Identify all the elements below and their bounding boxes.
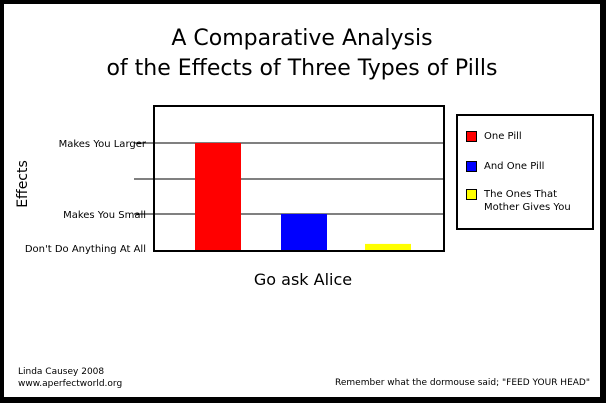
bar-1 (195, 143, 241, 251)
legend-swatch (466, 131, 477, 142)
chart-frame: A Comparative Analysis of the Effects of… (4, 4, 600, 397)
footer-website: www.aperfectworld.org (18, 379, 123, 389)
footer-quote: Remember what the dormouse said; "FEED Y… (335, 378, 590, 388)
legend-swatch (466, 189, 477, 200)
chart-title-line-1: A Comparative Analysis (171, 26, 433, 51)
x-axis-title: Go ask Alice (253, 270, 353, 289)
legend: One Pill And One Pill The Ones That Moth… (456, 114, 594, 230)
footer-author: Linda Causey 2008 (18, 367, 105, 377)
bar-2 (281, 214, 327, 251)
y-tick-label: Don't Do Anything At All (25, 244, 146, 255)
y-tick-label: Makes You Small (63, 210, 146, 221)
chart-title-line-2: of the Effects of Three Types of Pills (106, 56, 498, 81)
footer-credits: Linda Causey 2008 www.aperfectworld.org (18, 366, 122, 390)
bar-3 (365, 243, 411, 251)
legend-swatch (466, 161, 477, 172)
chart-svg: Don't Do Anything At All Makes You Small M… (25, 105, 445, 255)
y-tick-label: Makes You Larger (59, 139, 147, 150)
legend-label: One Pill (484, 131, 522, 142)
legend-label: And One Pill (484, 161, 545, 172)
plot-area-border (153, 105, 445, 252)
legend-label: The Ones That Mother Gives You (484, 189, 571, 213)
